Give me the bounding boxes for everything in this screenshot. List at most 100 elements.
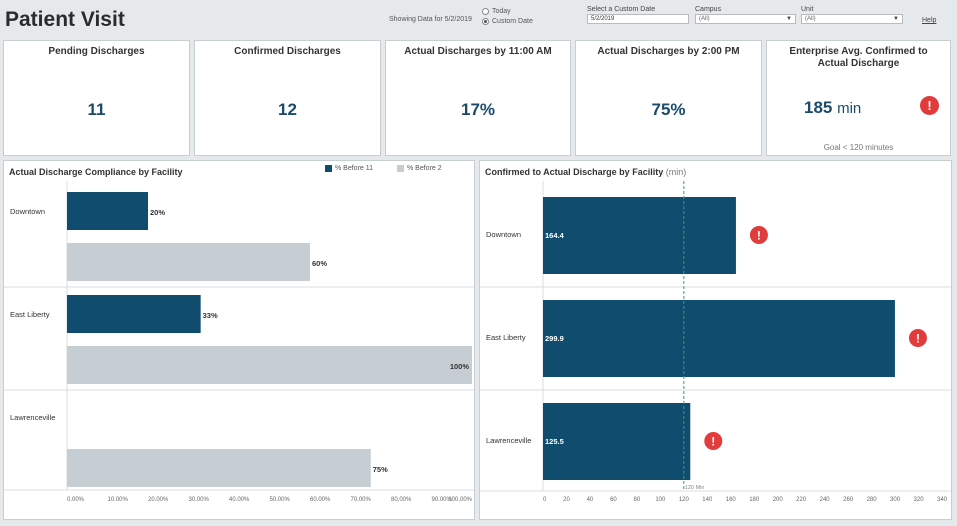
tick-label: 200 (773, 497, 784, 503)
data-label: 75% (373, 465, 388, 474)
tick-label: 260 (843, 497, 854, 503)
tick-label: 40.00% (229, 497, 250, 503)
data-label: 164.4 (545, 231, 565, 240)
data-label: 60% (312, 259, 327, 268)
unit-filter: Unit (All) ▼ (801, 6, 903, 24)
kpi-title: Actual Discharges by 2:00 PM (597, 46, 740, 57)
category-label: Lawrenceville (486, 436, 531, 445)
alert-icon (908, 329, 927, 347)
data-label: 100% (450, 362, 470, 371)
alert-icon-glyph: ! (711, 435, 715, 449)
category-label: Downtown (10, 207, 45, 216)
bar (67, 192, 148, 230)
tick-label: 50.00% (270, 497, 291, 503)
alert-icon (704, 432, 723, 450)
tick-label: 100.00% (448, 497, 472, 503)
tick-label: 10.00% (108, 497, 129, 503)
tick-label: 0 (543, 497, 547, 503)
legend-swatch-dark (325, 165, 332, 172)
duration-chart-unit: (min) (665, 167, 687, 177)
kpi-discharges-by-11: Actual Discharges by 11:00 AM 17% (385, 40, 571, 156)
help-link[interactable]: Help (922, 17, 937, 24)
tick-label: 20 (563, 497, 570, 503)
unit-label: Unit (801, 6, 814, 13)
kpi-value: 12 (278, 100, 297, 119)
category-label: East Liberty (486, 333, 526, 342)
radio-custom-circle[interactable] (482, 17, 489, 25)
kpi-title: Pending Discharges (48, 46, 145, 57)
duration-chart-title-wrap: Confirmed to Actual Discharge by Facilit… (485, 167, 686, 177)
kpi-title: Confirmed Discharges (234, 46, 341, 57)
tick-label: 40 (587, 497, 594, 503)
compliance-chart: Downtown 20% 60% East Liberty 33% 100% Lawrenc… (4, 181, 474, 503)
alert-icon-glyph: ! (757, 229, 761, 243)
duration-chart-title: Confirmed to Actual Discharge by Facilit… (485, 167, 664, 177)
bar (67, 346, 472, 384)
tick-label: 60 (610, 497, 617, 503)
compliance-chart-title: Actual Discharge Compliance by Facility (9, 167, 183, 177)
duration-chart: Downtown 164.4 ! East Liberty 299.9 ! Lawrence… (480, 181, 951, 503)
unit-select[interactable]: (All) ▼ (801, 14, 903, 24)
bar (543, 197, 736, 274)
tick-label: 60.00% (310, 497, 331, 503)
showing-data-text: Showing Data for 5/2/2019 (389, 16, 472, 23)
tick-label: 220 (796, 497, 807, 503)
tick-label: 90.00% (432, 497, 453, 503)
tick-label: 240 (820, 497, 831, 503)
custom-date-input[interactable]: 5/2/2019 (587, 14, 689, 24)
radio-today-label: Today (492, 7, 511, 15)
tick-label: 80 (634, 497, 641, 503)
kpi-goal: Goal < 120 minutes (823, 143, 894, 152)
duration-panel: Confirmed to Actual Discharge by Facilit… (479, 160, 952, 520)
tick-label: 280 (867, 497, 878, 503)
bar (543, 300, 895, 377)
tick-label: 140 (702, 497, 713, 503)
compliance-panel: Actual Discharge Compliance by Facility … (3, 160, 475, 520)
bar (67, 243, 310, 281)
radio-custom-label: Custom Date (492, 17, 533, 25)
tick-label: 300 (890, 497, 901, 503)
tick-label: 70.00% (351, 497, 372, 503)
category-label: Downtown (486, 230, 521, 239)
bar (67, 295, 201, 333)
kpi-value-unit: min (837, 100, 862, 117)
alert-icon-glyph: ! (916, 332, 920, 346)
kpi-value: 185 min (804, 98, 950, 118)
bar (543, 403, 691, 480)
tick-label: 0.00% (67, 497, 85, 503)
kpi-title: Actual Discharges by 11:00 AM (404, 46, 552, 57)
legend-label: % Before 2 (407, 165, 442, 172)
radio-today[interactable]: Today (482, 6, 533, 16)
custom-date-label: Select a Custom Date (587, 6, 656, 13)
tick-label: 320 (914, 497, 925, 503)
tick-label: 100 (655, 497, 666, 503)
kpi-discharges-by-2: Actual Discharges by 2:00 PM 75% (575, 40, 762, 156)
reference-line-label: 120 Min (685, 485, 705, 491)
kpi-confirmed-discharges: Confirmed Discharges 12 (194, 40, 381, 156)
header-bar: Patient Visit Showing Data for 5/2/2019 … (0, 0, 957, 38)
data-label: 20% (150, 208, 165, 217)
legend-before-11: % Before 11 (325, 165, 373, 172)
tick-label: 30.00% (189, 497, 210, 503)
data-label: 299.9 (545, 334, 564, 343)
custom-date-filter: Select a Custom Date 5/2/2019 (587, 6, 689, 24)
alert-icon: ! (920, 96, 939, 115)
kpi-value: 75% (651, 100, 686, 119)
alert-icon (749, 226, 768, 244)
unit-select-value: (All) (805, 16, 816, 22)
legend-swatch-light (397, 165, 404, 172)
kpi-pending-discharges: Pending Discharges 11 (3, 40, 190, 156)
tick-label: 20.00% (148, 497, 169, 503)
radio-today-circle[interactable] (482, 7, 489, 15)
page-title: Patient Visit (5, 8, 125, 31)
chevron-down-icon: ▼ (786, 16, 792, 22)
radio-custom-date[interactable]: Custom Date (482, 16, 533, 26)
campus-select[interactable]: (All) ▼ (695, 14, 796, 24)
kpi-enterprise-avg: Enterprise Avg. Confirmed to Actual Disc… (766, 40, 951, 156)
data-label: 33% (203, 311, 218, 320)
tick-label: 180 (749, 497, 760, 503)
campus-select-value: (All) (699, 16, 710, 22)
tick-label: 80.00% (391, 497, 412, 503)
date-radio-group: Today Custom Date (482, 6, 533, 26)
campus-filter: Campus (All) ▼ (695, 6, 796, 24)
